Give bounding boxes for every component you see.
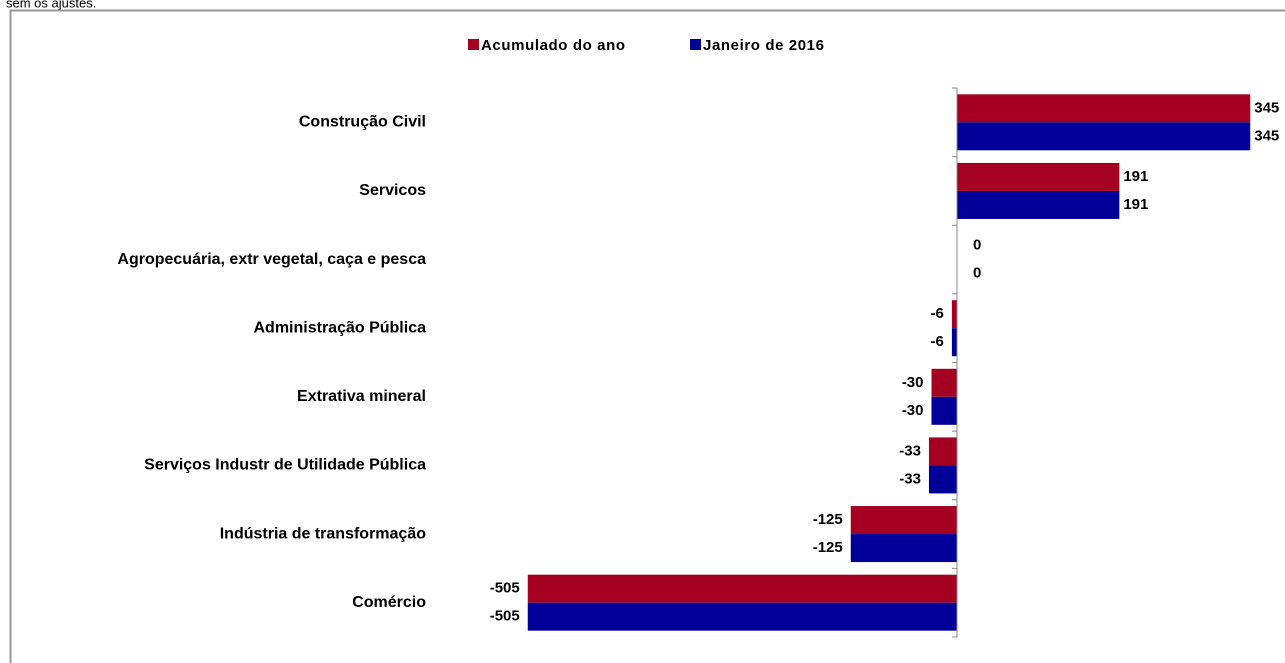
category-label: Construção Civil [299, 114, 426, 131]
category-label: Serviços Industr de Utilidade Pública [144, 457, 426, 474]
value-label: 345 [1254, 99, 1279, 116]
bar [951, 328, 957, 357]
caption: sem os ajustes. [6, 0, 96, 10]
value-label: -125 [813, 539, 843, 556]
bar [527, 602, 957, 631]
category-label: Indústria de transformação [220, 525, 427, 542]
bar [527, 574, 957, 603]
value-label: -505 [490, 580, 520, 597]
legend-label: Janeiro de 2016 [703, 37, 825, 54]
bar [951, 300, 957, 329]
legend-swatch [468, 39, 479, 50]
category-label: Comércio [352, 594, 426, 611]
value-label: -33 [899, 442, 921, 459]
value-label: 191 [1123, 168, 1148, 185]
legend-label: Acumulado do ano [481, 37, 626, 54]
bar [957, 190, 1120, 219]
value-label: 0 [973, 265, 981, 282]
bar [957, 162, 1120, 191]
category-label: Extrativa mineral [297, 388, 426, 405]
value-label: -505 [490, 608, 520, 625]
chart-border [9, 9, 1285, 663]
value-label: 191 [1123, 196, 1148, 213]
bar [957, 122, 1251, 151]
value-label: -33 [899, 470, 921, 487]
value-label: 0 [973, 237, 981, 254]
value-label: -6 [931, 333, 944, 350]
value-label: -125 [813, 511, 843, 528]
bar [931, 396, 957, 425]
value-label: -30 [902, 374, 924, 391]
bar [957, 94, 1251, 123]
category-label: Administração Pública [254, 319, 427, 336]
category-label: Agropecuária, extr vegetal, caça e pesca [117, 251, 426, 268]
bar [850, 534, 957, 563]
bar [928, 437, 957, 466]
value-label: -6 [931, 305, 944, 322]
bar [928, 465, 957, 494]
bar [850, 506, 957, 535]
value-label: 345 [1254, 127, 1279, 144]
bar [931, 368, 957, 397]
category-label: Servicos [359, 182, 426, 199]
value-label: -30 [902, 402, 924, 419]
legend-swatch [690, 39, 701, 50]
